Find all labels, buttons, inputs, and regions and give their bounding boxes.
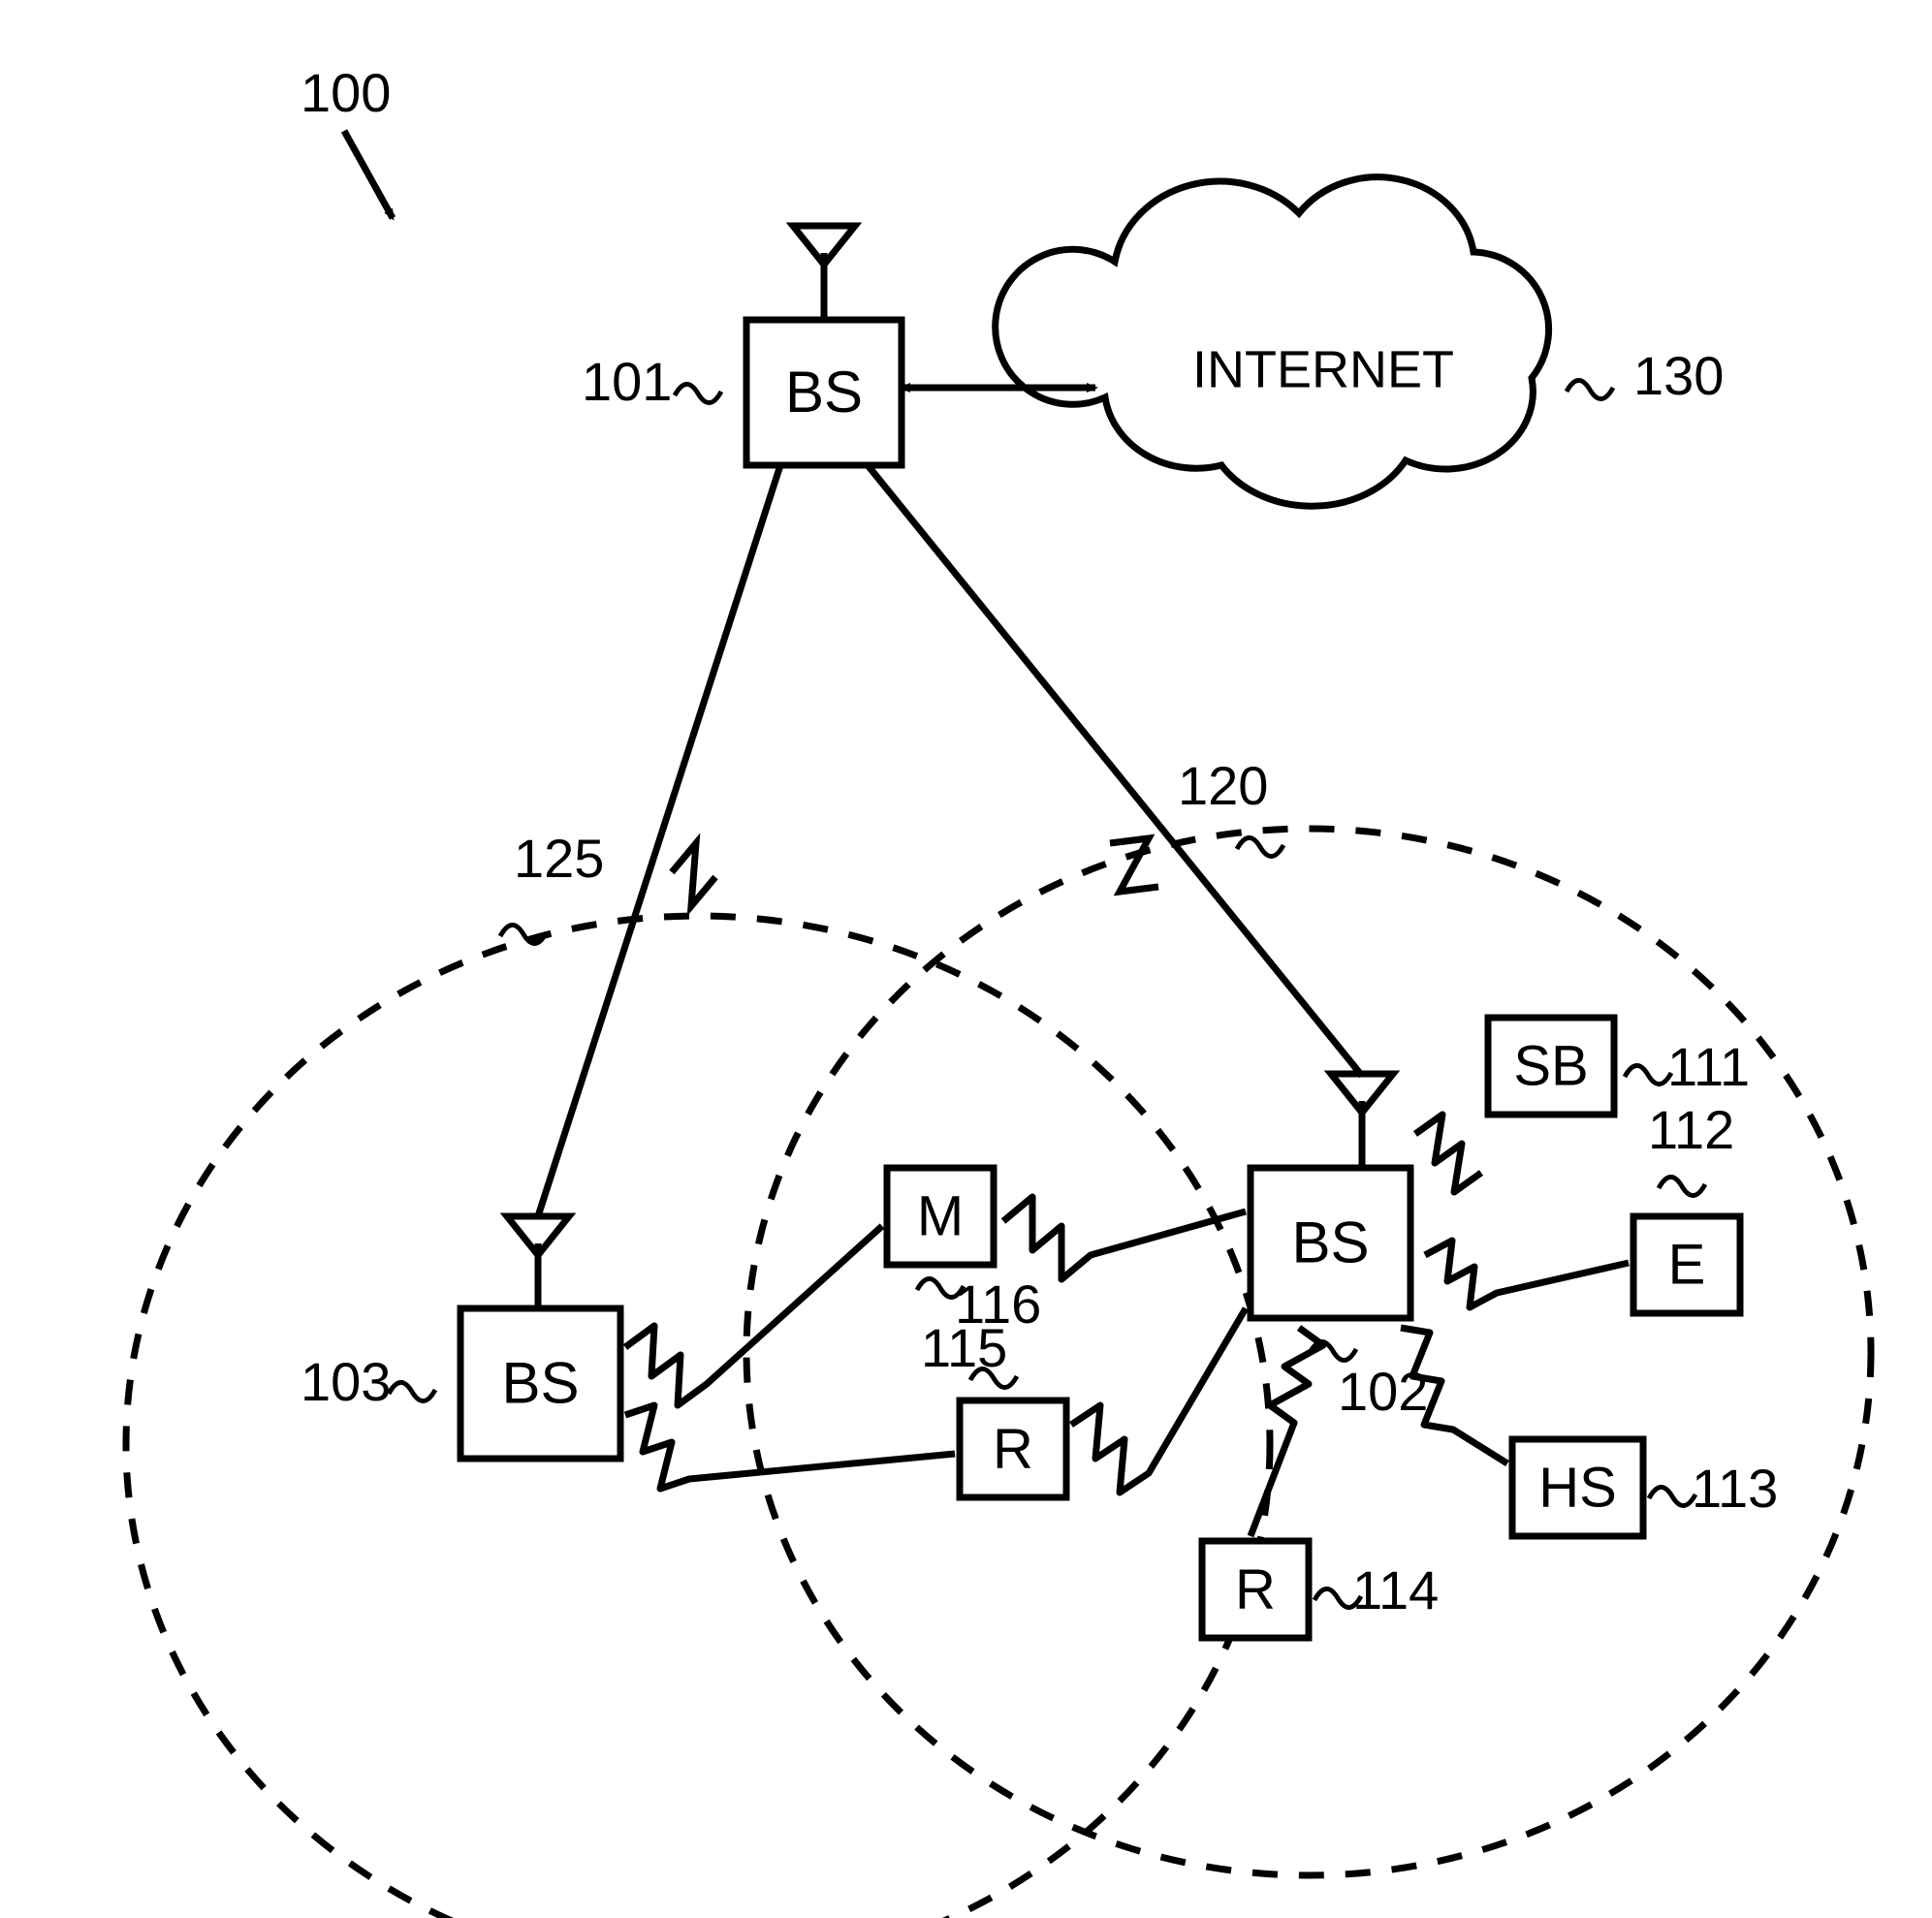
figure-ref-arrow [344, 131, 393, 218]
backhaul-link [868, 465, 1362, 1076]
svg-text:130: 130 [1633, 345, 1724, 406]
svg-text:114: 114 [1352, 1559, 1439, 1620]
rf-link-icon [1110, 838, 1158, 892]
svg-text:102: 102 [1338, 1361, 1428, 1422]
svg-text:116: 116 [955, 1273, 1041, 1335]
svg-text:E: E [1668, 1233, 1706, 1296]
rf-link-icon [672, 843, 715, 906]
svg-text:101: 101 [582, 351, 672, 412]
svg-text:R: R [1235, 1557, 1276, 1620]
rf-link-icon [625, 1405, 955, 1489]
rf-link-icon [1071, 1308, 1246, 1493]
svg-text:120: 120 [1178, 755, 1268, 816]
rf-link-icon [1425, 1241, 1629, 1307]
svg-text:INTERNET: INTERNET [1192, 340, 1454, 398]
svg-text:125: 125 [514, 828, 604, 889]
svg-text:103: 103 [301, 1351, 391, 1412]
svg-text:100: 100 [301, 62, 391, 123]
rf-link-icon [625, 1226, 882, 1405]
svg-text:BS: BS [1291, 1210, 1369, 1274]
rf-link-icon [1415, 1115, 1481, 1192]
svg-text:HS: HS [1538, 1456, 1617, 1519]
svg-text:SB: SB [1513, 1034, 1588, 1097]
svg-text:BS: BS [785, 360, 863, 424]
svg-text:112: 112 [1648, 1099, 1734, 1160]
svg-text:R: R [993, 1417, 1033, 1480]
svg-text:113: 113 [1692, 1458, 1778, 1519]
svg-text:BS: BS [501, 1350, 579, 1415]
svg-text:111: 111 [1667, 1036, 1750, 1097]
svg-text:M: M [917, 1184, 964, 1247]
